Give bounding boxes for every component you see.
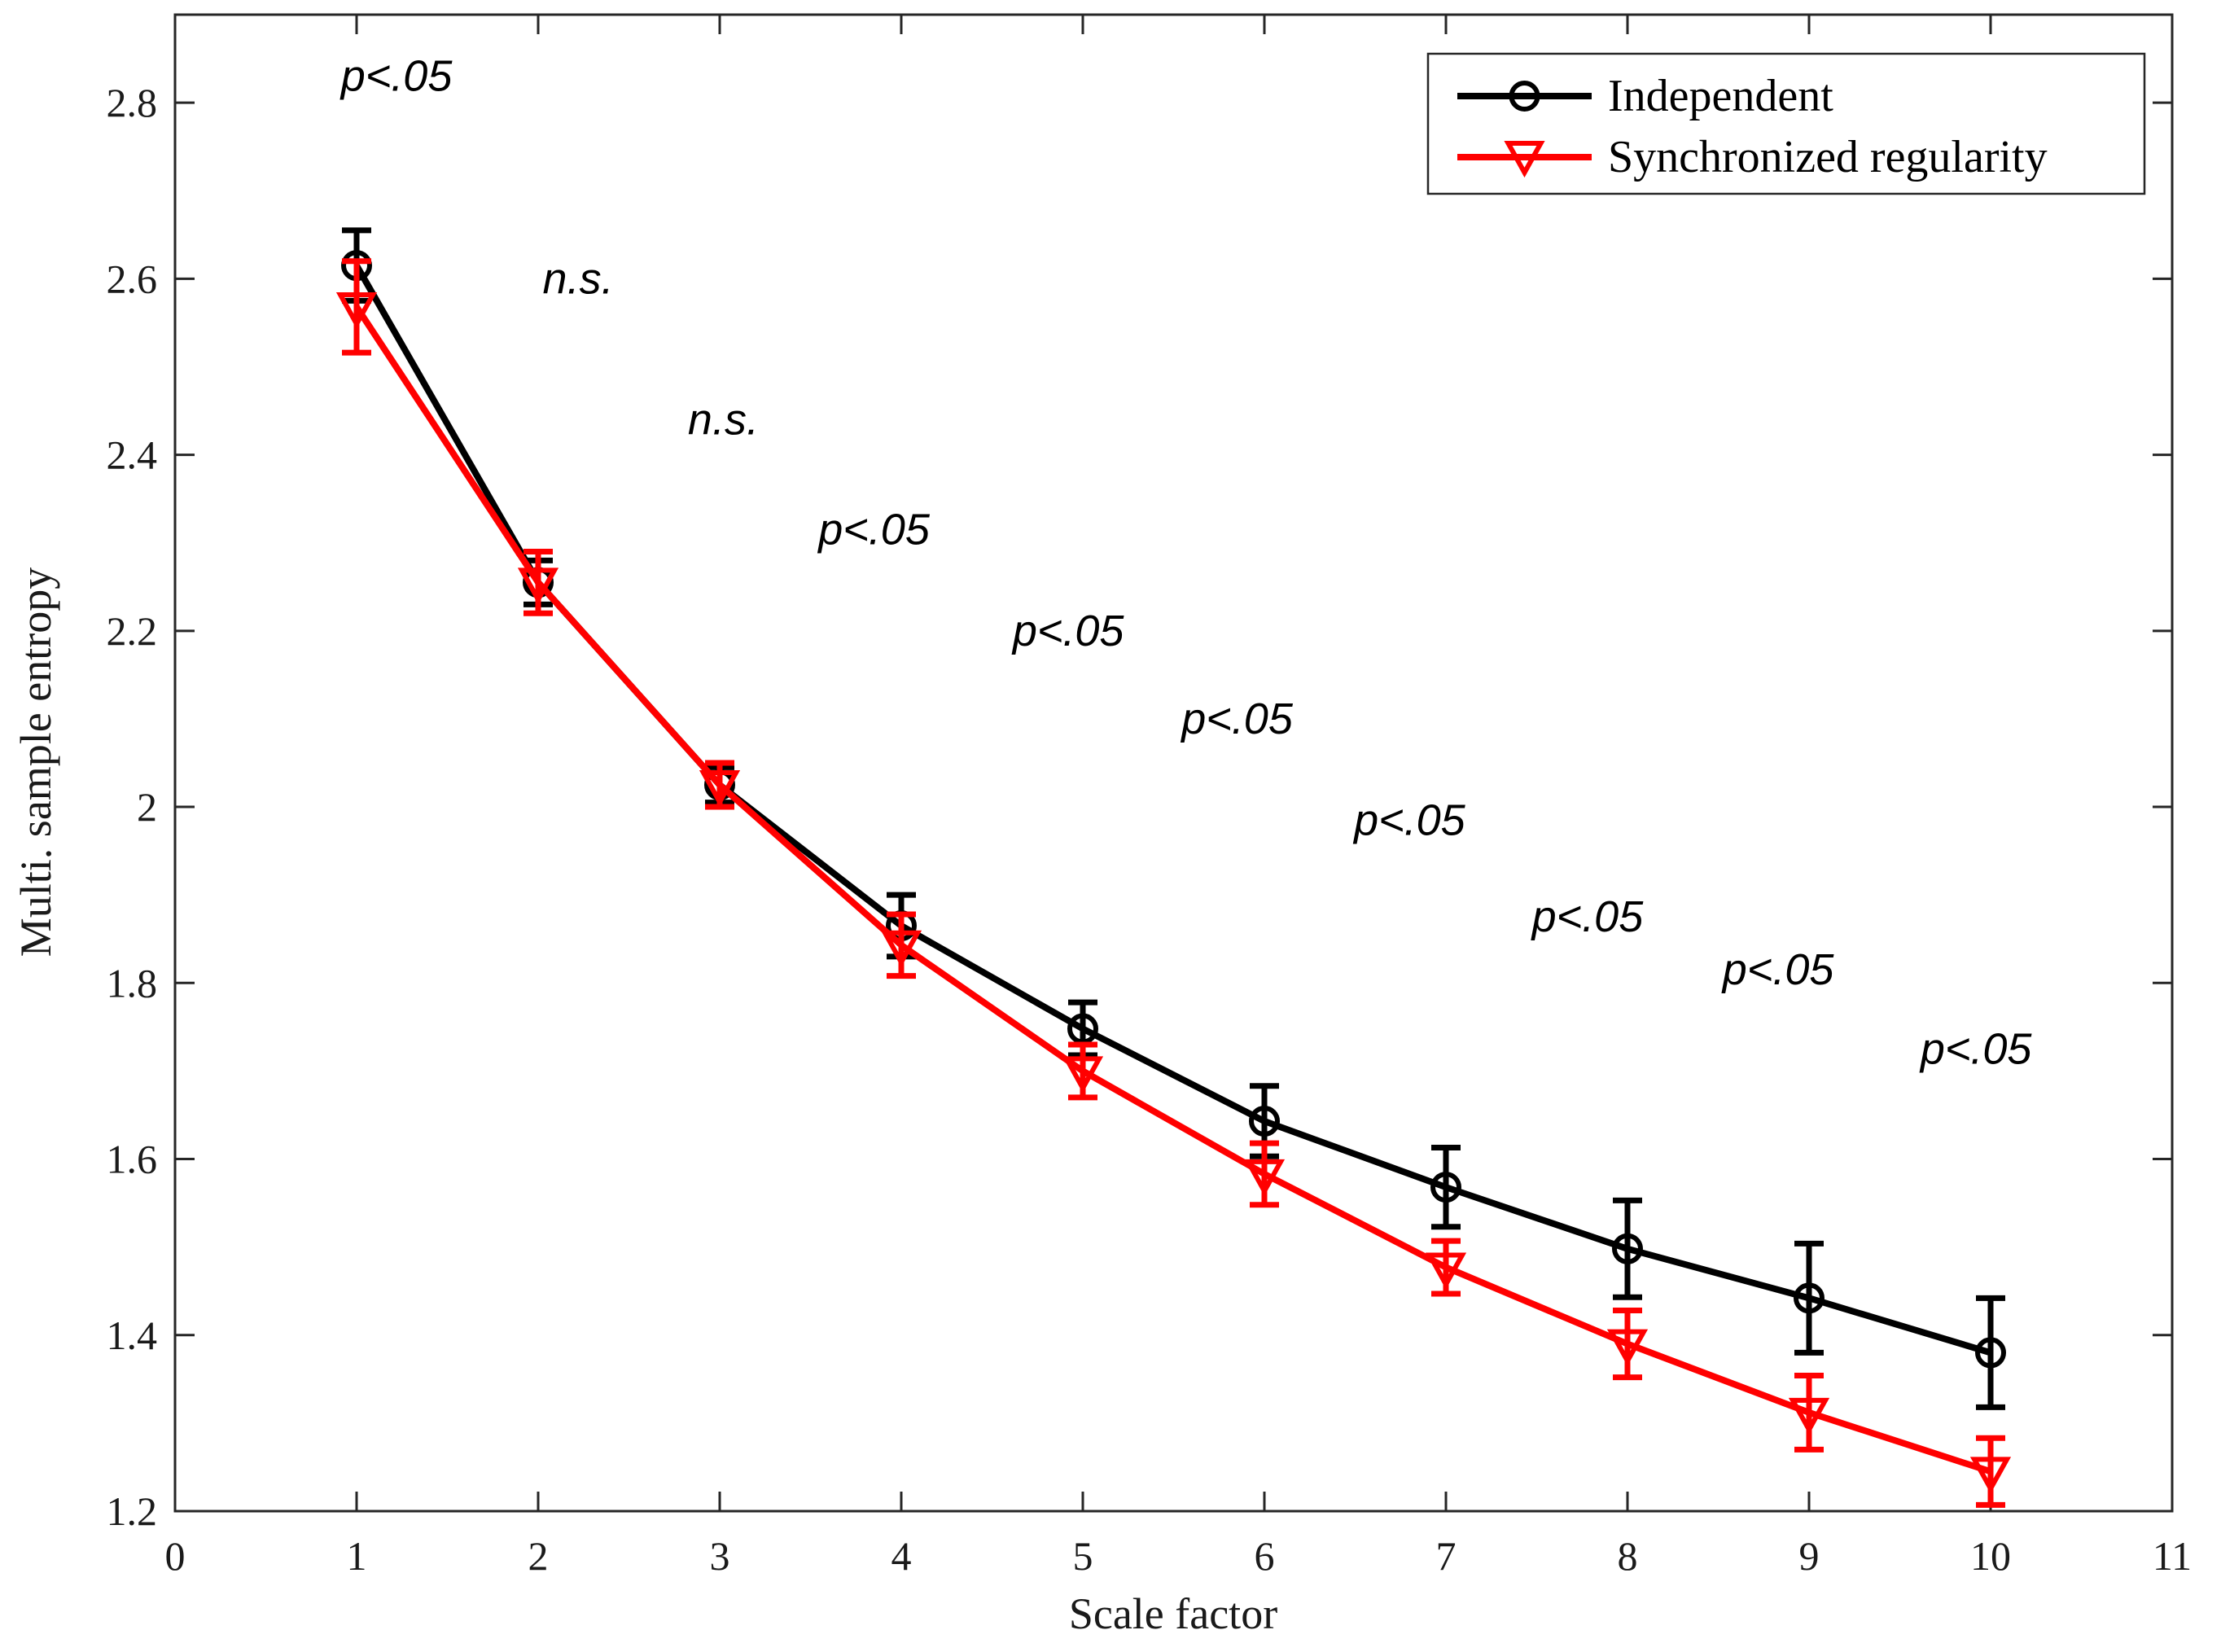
x-tick-label: 4	[891, 1533, 912, 1579]
y-tick-label: 1.8	[107, 960, 158, 1006]
x-tick-label: 11	[2153, 1533, 2192, 1579]
x-tick-label: 9	[1799, 1533, 1820, 1579]
significance-annotation: p<.05	[340, 52, 453, 101]
y-tick-label: 2.4	[107, 432, 158, 478]
x-tick-label: 6	[1255, 1533, 1275, 1579]
significance-annotation: p<.05	[1011, 607, 1125, 655]
significance-annotation: p<.05	[1180, 695, 1294, 743]
data-point	[1430, 1172, 1461, 1203]
series-line	[353, 305, 1992, 1475]
legend-label-synchronized: Synchronized regularity	[1608, 132, 2048, 182]
x-tick-label: 3	[710, 1533, 730, 1579]
y-tick-label: 1.6	[107, 1137, 158, 1182]
data-point	[1062, 1056, 1104, 1093]
legend-marker-shape	[1504, 141, 1545, 178]
data-point	[517, 567, 559, 605]
data-point	[1612, 1233, 1643, 1264]
y-tick-label: 1.2	[107, 1488, 158, 1534]
significance-annotation: p<.05	[1919, 1024, 2033, 1073]
legend-marker-independent	[1509, 81, 1540, 112]
data-point	[1975, 1337, 2006, 1369]
series-layer	[335, 227, 2012, 1508]
x-tick-label: 8	[1618, 1533, 1638, 1579]
significance-annotation: p<.05	[1531, 892, 1645, 941]
axis-ticks: 0 1 2 3 4 5 6 7 8 9 10 11 1.2 1.4 1.6 1.8 2 2.2 2.4 2.6 2.8	[107, 15, 2192, 1579]
data-point	[1243, 1159, 1286, 1197]
significance-annotation: n.s.	[543, 254, 614, 303]
x-tick-label: 10	[1970, 1533, 2011, 1579]
significance-annotation: p<.05	[817, 505, 931, 554]
x-tick-label: 2	[528, 1533, 549, 1579]
y-axis-title: Multi. sample entropy	[11, 567, 60, 957]
x-tick-label: 7	[1436, 1533, 1457, 1579]
y-tick-label: 1.4	[107, 1312, 158, 1358]
data-point	[699, 770, 741, 808]
y-tick-label: 2.2	[107, 608, 158, 654]
legend-box	[1426, 52, 2146, 195]
data-point	[1969, 1457, 2012, 1494]
data-point	[880, 930, 922, 967]
data-point	[1606, 1329, 1649, 1366]
significance-annotation: p<.05	[1352, 795, 1466, 844]
x-axis-title: Scale factor	[1069, 1589, 1277, 1638]
legend: Independent Synchronized regularity	[1426, 52, 2146, 195]
data-point	[1425, 1252, 1467, 1290]
y-tick-label: 2.8	[107, 80, 158, 125]
data-point	[1794, 1282, 1825, 1314]
legend-marker-synchronized	[1504, 141, 1545, 178]
plot-area	[173, 13, 2174, 1513]
annotations: p<.05 n.s. n.s. p<.05 p<.05 p<.05 p<.05 p<.05 p<…	[340, 52, 2033, 1074]
y-tick-label: 2	[137, 784, 157, 830]
series-synchronized-regularity	[335, 258, 2012, 1508]
significance-annotation: n.s.	[688, 395, 759, 444]
data-point	[1249, 1106, 1280, 1137]
significance-annotation: p<.05	[1721, 945, 1835, 994]
data-point	[335, 291, 378, 330]
legend-marker-shape	[1509, 81, 1540, 112]
x-tick-label: 1	[347, 1533, 367, 1579]
data-point	[1788, 1397, 1830, 1435]
legend-label-independent: Independent	[1608, 71, 1833, 121]
x-tick-label: 5	[1073, 1533, 1093, 1579]
x-tick-label: 0	[165, 1533, 186, 1579]
y-tick-label: 2.6	[107, 256, 158, 301]
